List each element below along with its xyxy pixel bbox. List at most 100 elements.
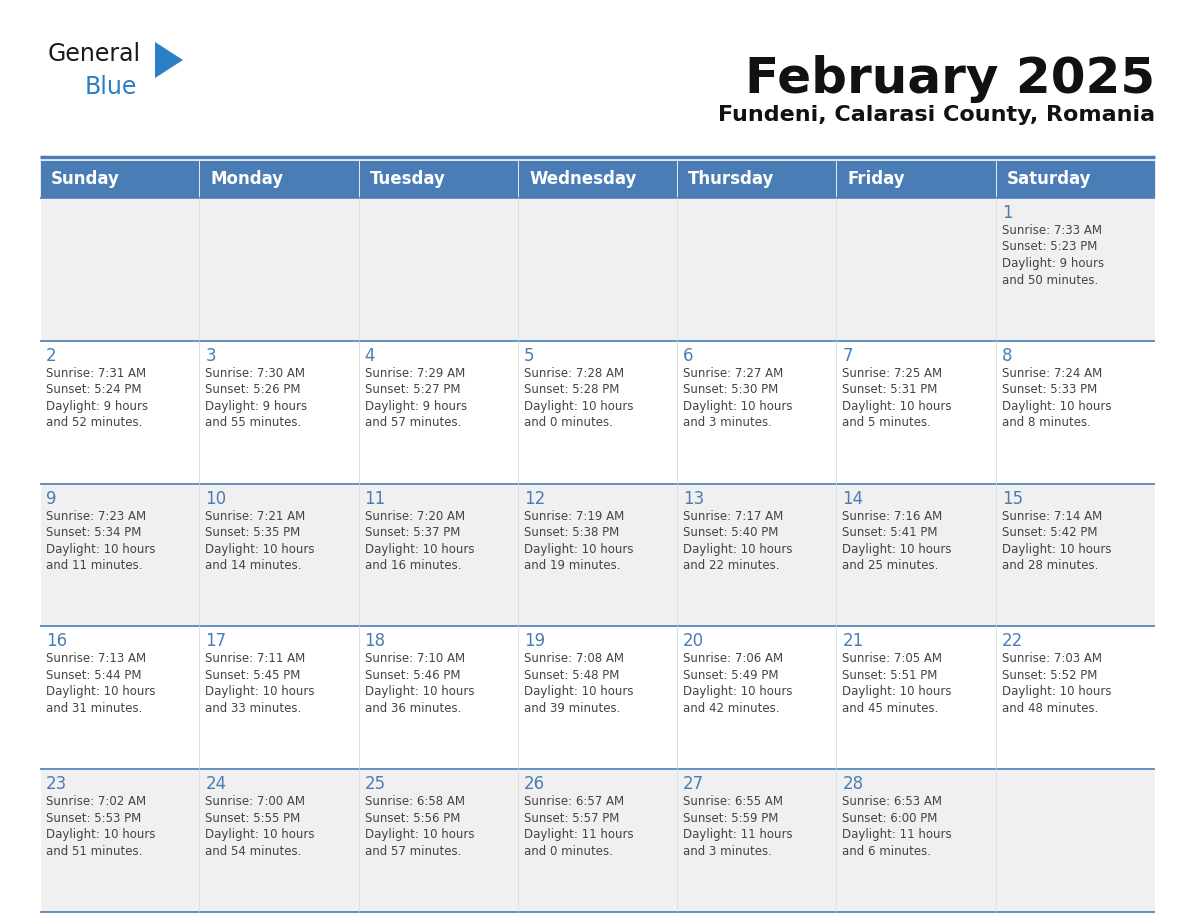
Bar bbox=[836, 160, 996, 198]
Text: Sunrise: 7:10 AM
Sunset: 5:46 PM
Daylight: 10 hours
and 36 minutes.: Sunrise: 7:10 AM Sunset: 5:46 PM Dayligh… bbox=[365, 653, 474, 715]
Polygon shape bbox=[154, 42, 183, 78]
Bar bbox=[677, 160, 836, 198]
Text: 14: 14 bbox=[842, 489, 864, 508]
Bar bbox=[359, 769, 518, 912]
Text: Sunday: Sunday bbox=[51, 170, 120, 188]
Text: Sunrise: 7:29 AM
Sunset: 5:27 PM
Daylight: 9 hours
and 57 minutes.: Sunrise: 7:29 AM Sunset: 5:27 PM Dayligh… bbox=[365, 367, 467, 430]
Text: Sunrise: 7:30 AM
Sunset: 5:26 PM
Daylight: 9 hours
and 55 minutes.: Sunrise: 7:30 AM Sunset: 5:26 PM Dayligh… bbox=[206, 367, 308, 430]
Text: Sunrise: 7:24 AM
Sunset: 5:33 PM
Daylight: 10 hours
and 8 minutes.: Sunrise: 7:24 AM Sunset: 5:33 PM Dayligh… bbox=[1001, 367, 1111, 430]
Bar bbox=[200, 198, 359, 341]
Bar bbox=[359, 341, 518, 484]
Text: 22: 22 bbox=[1001, 633, 1023, 650]
Bar bbox=[996, 198, 1155, 341]
Text: Monday: Monday bbox=[210, 170, 284, 188]
Text: 9: 9 bbox=[46, 489, 57, 508]
Text: Sunrise: 7:21 AM
Sunset: 5:35 PM
Daylight: 10 hours
and 14 minutes.: Sunrise: 7:21 AM Sunset: 5:35 PM Dayligh… bbox=[206, 509, 315, 572]
Text: 15: 15 bbox=[1001, 489, 1023, 508]
Text: Sunrise: 6:58 AM
Sunset: 5:56 PM
Daylight: 10 hours
and 57 minutes.: Sunrise: 6:58 AM Sunset: 5:56 PM Dayligh… bbox=[365, 795, 474, 857]
Text: Sunrise: 7:06 AM
Sunset: 5:49 PM
Daylight: 10 hours
and 42 minutes.: Sunrise: 7:06 AM Sunset: 5:49 PM Dayligh… bbox=[683, 653, 792, 715]
Bar bbox=[677, 198, 836, 341]
Text: Tuesday: Tuesday bbox=[369, 170, 446, 188]
Text: Thursday: Thursday bbox=[688, 170, 775, 188]
Text: Sunrise: 7:08 AM
Sunset: 5:48 PM
Daylight: 10 hours
and 39 minutes.: Sunrise: 7:08 AM Sunset: 5:48 PM Dayligh… bbox=[524, 653, 633, 715]
Bar bbox=[40, 160, 200, 198]
Text: Sunrise: 7:19 AM
Sunset: 5:38 PM
Daylight: 10 hours
and 19 minutes.: Sunrise: 7:19 AM Sunset: 5:38 PM Dayligh… bbox=[524, 509, 633, 572]
Text: Sunrise: 7:02 AM
Sunset: 5:53 PM
Daylight: 10 hours
and 51 minutes.: Sunrise: 7:02 AM Sunset: 5:53 PM Dayligh… bbox=[46, 795, 156, 857]
Bar bbox=[518, 484, 677, 626]
Text: Sunrise: 7:14 AM
Sunset: 5:42 PM
Daylight: 10 hours
and 28 minutes.: Sunrise: 7:14 AM Sunset: 5:42 PM Dayligh… bbox=[1001, 509, 1111, 572]
Text: 28: 28 bbox=[842, 775, 864, 793]
Bar bbox=[836, 484, 996, 626]
Text: 8: 8 bbox=[1001, 347, 1012, 364]
Text: 6: 6 bbox=[683, 347, 694, 364]
Text: Friday: Friday bbox=[847, 170, 905, 188]
Text: Sunrise: 7:13 AM
Sunset: 5:44 PM
Daylight: 10 hours
and 31 minutes.: Sunrise: 7:13 AM Sunset: 5:44 PM Dayligh… bbox=[46, 653, 156, 715]
Bar bbox=[996, 341, 1155, 484]
Bar bbox=[836, 341, 996, 484]
Text: 2: 2 bbox=[46, 347, 57, 364]
Text: 26: 26 bbox=[524, 775, 545, 793]
Text: 5: 5 bbox=[524, 347, 535, 364]
Bar bbox=[200, 769, 359, 912]
Bar bbox=[200, 484, 359, 626]
Text: General: General bbox=[48, 42, 141, 66]
Text: Sunrise: 7:28 AM
Sunset: 5:28 PM
Daylight: 10 hours
and 0 minutes.: Sunrise: 7:28 AM Sunset: 5:28 PM Dayligh… bbox=[524, 367, 633, 430]
Bar bbox=[200, 341, 359, 484]
Text: Sunrise: 7:11 AM
Sunset: 5:45 PM
Daylight: 10 hours
and 33 minutes.: Sunrise: 7:11 AM Sunset: 5:45 PM Dayligh… bbox=[206, 653, 315, 715]
Bar bbox=[836, 198, 996, 341]
Bar bbox=[996, 626, 1155, 769]
Text: 13: 13 bbox=[683, 489, 704, 508]
Text: Sunrise: 7:33 AM
Sunset: 5:23 PM
Daylight: 9 hours
and 50 minutes.: Sunrise: 7:33 AM Sunset: 5:23 PM Dayligh… bbox=[1001, 224, 1104, 286]
Text: 21: 21 bbox=[842, 633, 864, 650]
Bar bbox=[40, 626, 200, 769]
Text: February 2025: February 2025 bbox=[745, 55, 1155, 103]
Text: Sunrise: 7:20 AM
Sunset: 5:37 PM
Daylight: 10 hours
and 16 minutes.: Sunrise: 7:20 AM Sunset: 5:37 PM Dayligh… bbox=[365, 509, 474, 572]
Text: 17: 17 bbox=[206, 633, 227, 650]
Text: 4: 4 bbox=[365, 347, 375, 364]
Text: 10: 10 bbox=[206, 489, 227, 508]
Bar bbox=[359, 626, 518, 769]
Text: Sunrise: 7:16 AM
Sunset: 5:41 PM
Daylight: 10 hours
and 25 minutes.: Sunrise: 7:16 AM Sunset: 5:41 PM Dayligh… bbox=[842, 509, 952, 572]
Text: 11: 11 bbox=[365, 489, 386, 508]
Bar bbox=[200, 626, 359, 769]
Text: 7: 7 bbox=[842, 347, 853, 364]
Text: Sunrise: 6:55 AM
Sunset: 5:59 PM
Daylight: 11 hours
and 3 minutes.: Sunrise: 6:55 AM Sunset: 5:59 PM Dayligh… bbox=[683, 795, 792, 857]
Text: 3: 3 bbox=[206, 347, 216, 364]
Bar bbox=[40, 341, 200, 484]
Bar bbox=[359, 484, 518, 626]
Text: Sunrise: 7:00 AM
Sunset: 5:55 PM
Daylight: 10 hours
and 54 minutes.: Sunrise: 7:00 AM Sunset: 5:55 PM Dayligh… bbox=[206, 795, 315, 857]
Bar bbox=[996, 484, 1155, 626]
Text: Fundeni, Calarasi County, Romania: Fundeni, Calarasi County, Romania bbox=[718, 105, 1155, 125]
Bar bbox=[677, 626, 836, 769]
Bar bbox=[677, 341, 836, 484]
Bar bbox=[518, 626, 677, 769]
Bar bbox=[518, 341, 677, 484]
Text: 20: 20 bbox=[683, 633, 704, 650]
Text: 25: 25 bbox=[365, 775, 386, 793]
Text: 18: 18 bbox=[365, 633, 386, 650]
Text: 24: 24 bbox=[206, 775, 227, 793]
Text: Sunrise: 7:31 AM
Sunset: 5:24 PM
Daylight: 9 hours
and 52 minutes.: Sunrise: 7:31 AM Sunset: 5:24 PM Dayligh… bbox=[46, 367, 148, 430]
Bar bbox=[40, 769, 200, 912]
Bar bbox=[40, 198, 200, 341]
Text: 12: 12 bbox=[524, 489, 545, 508]
Text: Blue: Blue bbox=[86, 75, 138, 99]
Bar bbox=[518, 198, 677, 341]
Text: 27: 27 bbox=[683, 775, 704, 793]
Text: Sunrise: 7:03 AM
Sunset: 5:52 PM
Daylight: 10 hours
and 48 minutes.: Sunrise: 7:03 AM Sunset: 5:52 PM Dayligh… bbox=[1001, 653, 1111, 715]
Text: 19: 19 bbox=[524, 633, 545, 650]
Bar bbox=[359, 160, 518, 198]
Text: Sunrise: 7:23 AM
Sunset: 5:34 PM
Daylight: 10 hours
and 11 minutes.: Sunrise: 7:23 AM Sunset: 5:34 PM Dayligh… bbox=[46, 509, 156, 572]
Text: Sunrise: 7:17 AM
Sunset: 5:40 PM
Daylight: 10 hours
and 22 minutes.: Sunrise: 7:17 AM Sunset: 5:40 PM Dayligh… bbox=[683, 509, 792, 572]
Bar bbox=[518, 160, 677, 198]
Text: Sunrise: 6:53 AM
Sunset: 6:00 PM
Daylight: 11 hours
and 6 minutes.: Sunrise: 6:53 AM Sunset: 6:00 PM Dayligh… bbox=[842, 795, 952, 857]
Bar bbox=[996, 160, 1155, 198]
Bar bbox=[836, 626, 996, 769]
Bar bbox=[40, 484, 200, 626]
Bar bbox=[836, 769, 996, 912]
Text: 23: 23 bbox=[46, 775, 68, 793]
Bar bbox=[677, 484, 836, 626]
Text: Saturday: Saturday bbox=[1007, 170, 1092, 188]
Text: 16: 16 bbox=[46, 633, 68, 650]
Bar bbox=[200, 160, 359, 198]
